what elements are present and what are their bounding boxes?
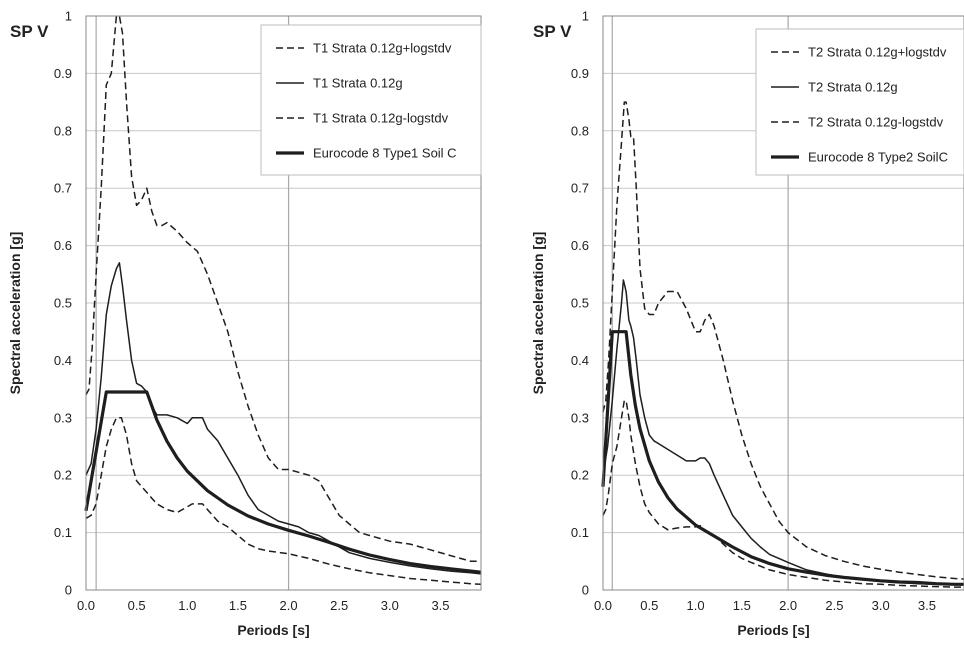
- left-y-tick-label: 0.5: [54, 296, 72, 311]
- right-y-tick-label: 0.2: [571, 468, 589, 483]
- right-x-axis-label: Periods [s]: [737, 622, 809, 638]
- right-x-tick-label: 1.0: [687, 598, 705, 613]
- left-plot-frame: [85, 15, 482, 591]
- right-x-tick-label: 0.5: [640, 598, 658, 613]
- right-y-tick-label: 0.7: [571, 181, 589, 196]
- left-legend-label: T1 Strata 0.12g+logstdv: [313, 41, 452, 56]
- left-y-tick-label: 0.4: [54, 353, 72, 368]
- right-series-line-4: [601, 330, 964, 586]
- left-series-lines: [84, 15, 482, 586]
- right-y-tick-label: 0: [582, 583, 589, 598]
- left-series-line-3: [85, 417, 482, 586]
- left-x-tick-label: 0.0: [77, 598, 95, 613]
- left-legend-label: Eurocode 8 Type1 Soil C: [313, 146, 457, 161]
- right-y-axis-label: Spectral acceleration [g]: [530, 232, 546, 395]
- left-chart-panel: SP V 00.10.20.30.40.50.60.70.80.91 0.0 0.…: [7, 9, 482, 638]
- left-y-tick-label: 0.1: [54, 525, 72, 540]
- right-y-tick-label: 0.3: [571, 410, 589, 425]
- right-plot-frame: [602, 15, 964, 591]
- right-x-tick-label: 2.0: [779, 598, 797, 613]
- right-x-tick-label: 1.5: [733, 598, 751, 613]
- right-series-lines: [601, 101, 964, 588]
- left-legend-label: T1 Strata 0.12g-logstdv: [313, 111, 449, 126]
- right-series-line-2: [602, 279, 964, 586]
- right-chart-title: SP V: [533, 22, 572, 41]
- right-legend-label: T2 Strata 0.12g-logstdv: [808, 115, 944, 130]
- left-x-tick-label: 2.0: [280, 598, 298, 613]
- right-x-tick-label: 0.0: [594, 598, 612, 613]
- left-x-tick-label: 2.5: [330, 598, 348, 613]
- left-legend-label: T1 Strata 0.12g: [313, 76, 403, 91]
- left-series-line-2: [85, 262, 482, 575]
- left-legend: T1 Strata 0.12g+logstdv T1 Strata 0.12g T1…: [260, 24, 482, 176]
- left-y-tick-label: 0.9: [54, 66, 72, 81]
- left-y-tick-labels: 0 0.1 0.2 0.3 0.4 0.5 0.6 0.7 0.8 0.9 1: [54, 9, 72, 598]
- left-y-tick-label: 0.3: [54, 410, 72, 425]
- left-y-tick-label: 0: [65, 583, 72, 598]
- left-x-tick-label: 3.5: [431, 598, 449, 613]
- left-x-axis-label: Periods [s]: [237, 622, 309, 638]
- right-y-tick-label: 0.9: [571, 66, 589, 81]
- left-x-tick-label: 1.0: [178, 598, 196, 613]
- right-x-tick-label: 3.0: [872, 598, 890, 613]
- right-y-tick-label: 0.1: [571, 525, 589, 540]
- right-y-tick-label: 0.5: [571, 296, 589, 311]
- left-y-tick-label: 0.2: [54, 468, 72, 483]
- right-x-tick-label: 3.5: [918, 598, 936, 613]
- right-x-tick-labels: 0.0 0.5 1.0 1.5 2.0 2.5 3.0 3.5: [594, 598, 936, 613]
- right-x-tick-label: 2.5: [825, 598, 843, 613]
- right-chart-panel: SP V 00.10.20.30.40.50.60.70.80.91 0.0 0.…: [530, 9, 964, 638]
- right-series-line-3: [602, 399, 964, 588]
- left-x-tick-label: 3.0: [381, 598, 399, 613]
- right-y-tick-label: 1: [582, 9, 589, 24]
- right-legend: T2 Strata 0.12g+logstdv T2 Strata 0.12g T2…: [755, 28, 964, 176]
- left-y-tick-label: 0.7: [54, 181, 72, 196]
- left-y-tick-label: 0.8: [54, 123, 72, 138]
- left-y-tick-label: 0.6: [54, 238, 72, 253]
- left-y-axis-label: Spectral acceleration [g]: [7, 232, 23, 395]
- right-legend-label: T2 Strata 0.12g+logstdv: [808, 45, 947, 60]
- left-series-line-4: [84, 390, 482, 574]
- right-series-line-1: [602, 101, 964, 580]
- right-y-tick-label: 0.6: [571, 238, 589, 253]
- left-chart-title: SP V: [10, 22, 49, 41]
- left-legend-box: [260, 24, 482, 176]
- right-y-tick-label: 0.8: [571, 123, 589, 138]
- right-legend-label: Eurocode 8 Type2 SoilC: [808, 150, 948, 165]
- left-x-tick-labels: 0.0 0.5 1.0 1.5 2.0 2.5 3.0 3.5: [77, 598, 450, 613]
- right-y-tick-label: 0.4: [571, 353, 589, 368]
- left-x-tick-label: 0.5: [128, 598, 146, 613]
- right-legend-label: T2 Strata 0.12g: [808, 80, 898, 95]
- right-legend-box: [755, 28, 964, 176]
- left-series-line-1: [85, 15, 481, 563]
- left-x-tick-label: 1.5: [229, 598, 247, 613]
- right-y-tick-labels: 0 0.1 0.2 0.3 0.4 0.5 0.6 0.7 0.8 0.9 1: [571, 9, 589, 598]
- left-y-tick-label: 1: [65, 9, 72, 24]
